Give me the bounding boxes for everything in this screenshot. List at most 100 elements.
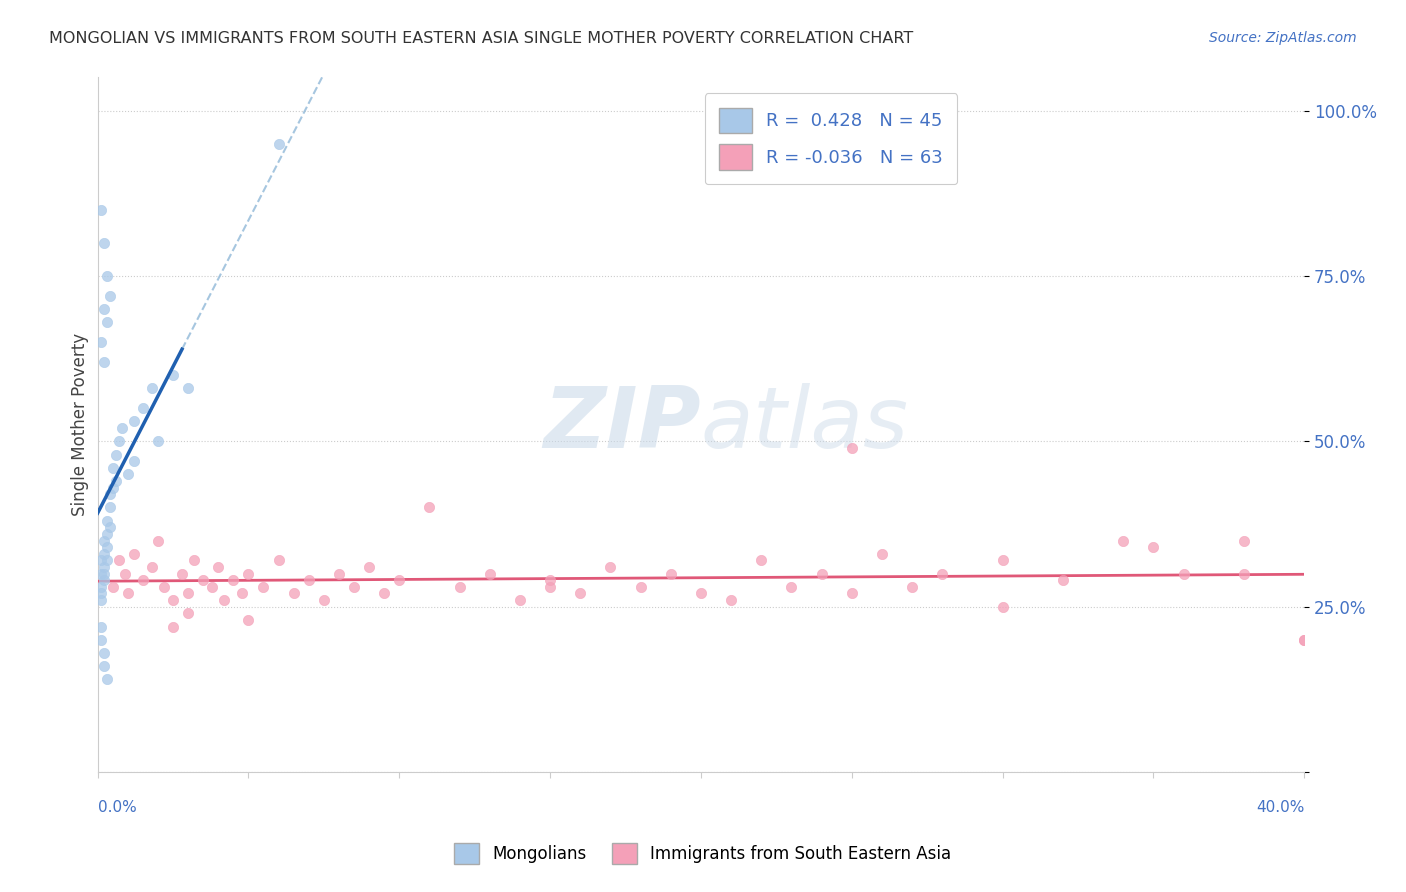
Point (720, 593, 742, 607)
Text: ZIP: ZIP (543, 384, 702, 467)
Point (177, 607, 200, 621)
Point (96, 673, 118, 687)
Point (93, 301, 115, 316)
Point (449, 580, 471, 594)
Point (231, 586, 253, 600)
Point (357, 560, 380, 574)
Point (328, 566, 350, 581)
Point (222, 573, 245, 587)
Point (93, 547, 115, 561)
Point (418, 500, 440, 515)
Point (214, 593, 236, 607)
Point (93, 659, 115, 673)
Point (132, 401, 155, 416)
Point (101, 460, 124, 475)
Point (1233, 566, 1256, 581)
Point (298, 573, 321, 587)
Point (238, 566, 260, 581)
Point (170, 566, 193, 581)
Point (207, 560, 229, 574)
Point (122, 547, 145, 561)
Point (141, 560, 163, 574)
Point (141, 381, 163, 395)
Point (101, 481, 124, 495)
Point (177, 586, 200, 600)
Point (810, 566, 832, 581)
Point (931, 566, 953, 581)
Point (267, 136, 290, 151)
Point (659, 566, 682, 581)
Point (132, 573, 155, 587)
Point (90, 553, 112, 567)
Point (690, 586, 713, 600)
Legend: Mongolians, Immigrants from South Eastern Asia: Mongolians, Immigrants from South Easter… (449, 837, 957, 871)
Point (93, 646, 115, 660)
Text: Source: ZipAtlas.com: Source: ZipAtlas.com (1209, 31, 1357, 45)
Point (96, 268, 118, 283)
Point (509, 593, 531, 607)
Point (1112, 533, 1135, 548)
Point (283, 586, 305, 600)
Point (104, 448, 127, 462)
Point (90, 586, 112, 600)
Point (93, 573, 115, 587)
Point (991, 599, 1014, 614)
Point (122, 454, 145, 468)
Legend: R =  0.428   N = 45, R = -0.036   N = 63: R = 0.428 N = 45, R = -0.036 N = 63 (704, 94, 957, 185)
Point (177, 381, 200, 395)
Point (1173, 566, 1195, 581)
Point (101, 580, 124, 594)
Point (630, 580, 652, 594)
Text: atlas: atlas (702, 384, 908, 467)
Point (90, 593, 112, 607)
Point (93, 533, 115, 548)
Text: MONGOLIAN VS IMMIGRANTS FROM SOUTH EASTERN ASIA SINGLE MOTHER POVERTY CORRELATIO: MONGOLIAN VS IMMIGRANTS FROM SOUTH EASTE… (49, 31, 914, 46)
Text: 0.0%: 0.0% (97, 800, 136, 815)
Point (1052, 573, 1074, 587)
Point (117, 467, 139, 482)
Point (373, 586, 395, 600)
Point (98, 487, 121, 501)
Point (162, 593, 184, 607)
Point (146, 533, 169, 548)
Point (90, 334, 112, 349)
Point (111, 421, 134, 435)
Point (343, 580, 366, 594)
Point (841, 441, 863, 455)
Point (93, 566, 115, 581)
Point (569, 586, 592, 600)
Point (93, 235, 115, 250)
Point (312, 593, 335, 607)
Point (538, 580, 561, 594)
Text: 40.0%: 40.0% (1256, 800, 1305, 815)
Point (90, 580, 112, 594)
Point (901, 580, 924, 594)
Point (104, 474, 127, 488)
Point (1294, 632, 1316, 647)
Point (96, 315, 118, 329)
Point (478, 566, 501, 581)
Point (98, 520, 121, 534)
Point (93, 560, 115, 574)
Point (114, 566, 136, 581)
Point (162, 368, 184, 383)
Point (153, 580, 176, 594)
Point (107, 553, 129, 567)
Point (96, 527, 118, 541)
Point (252, 580, 274, 594)
Point (749, 553, 772, 567)
Point (870, 547, 893, 561)
Point (96, 540, 118, 554)
Point (599, 560, 621, 574)
Point (991, 553, 1014, 567)
Point (1142, 540, 1164, 554)
Point (841, 586, 863, 600)
Point (201, 580, 224, 594)
Point (90, 619, 112, 633)
Point (191, 573, 214, 587)
Point (146, 434, 169, 449)
Point (96, 553, 118, 567)
Point (90, 566, 112, 581)
Point (1294, 632, 1316, 647)
Point (267, 553, 290, 567)
